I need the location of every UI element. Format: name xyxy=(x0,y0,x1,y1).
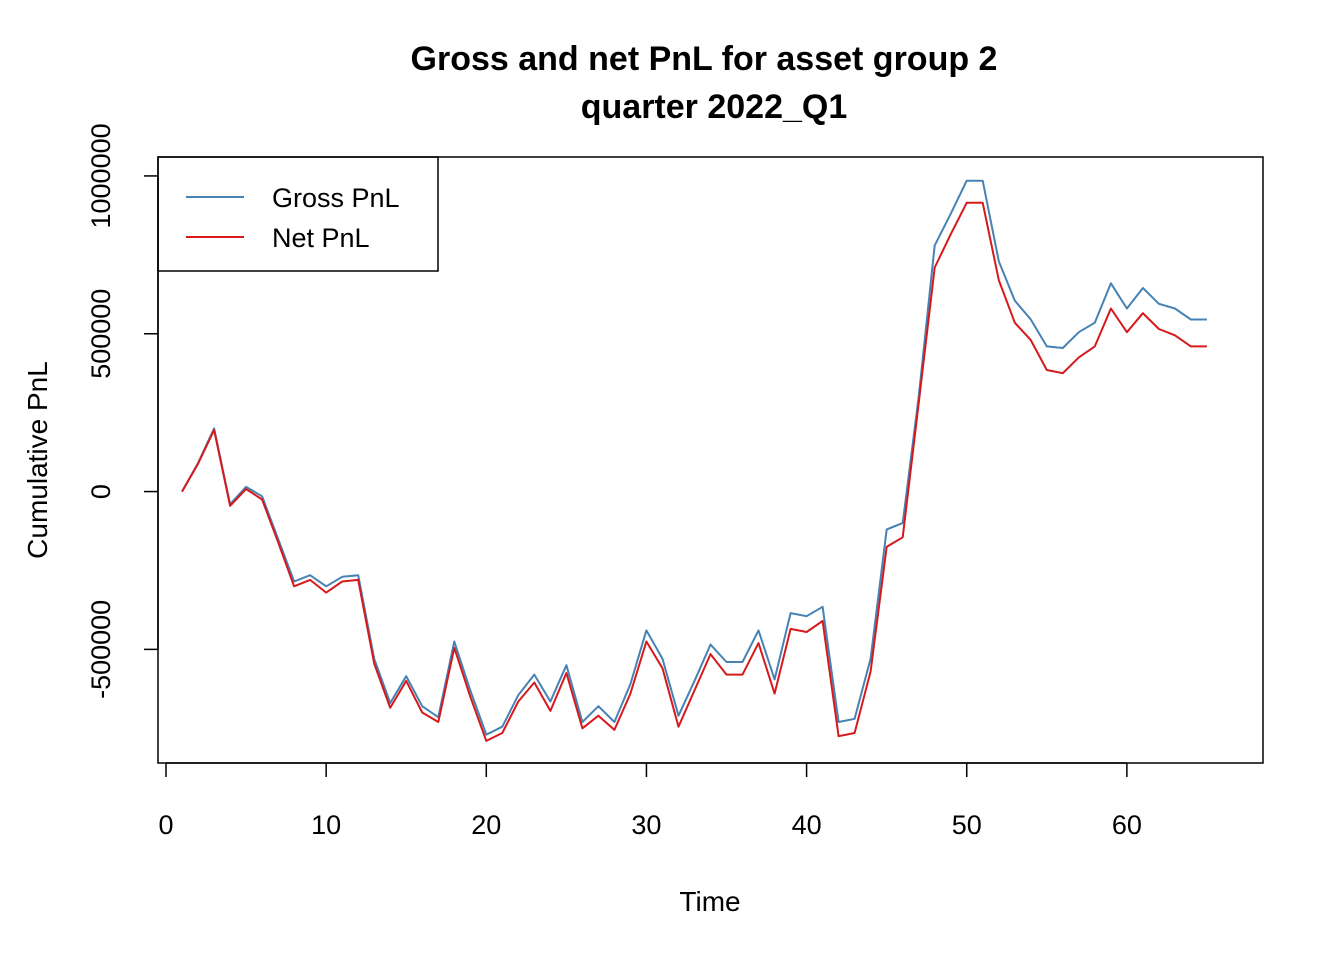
y-axis-label: Cumulative PnL xyxy=(22,361,53,559)
legend-label-net-pnl: Net PnL xyxy=(272,223,370,253)
chart-subtitle: quarter 2022_Q1 xyxy=(581,88,848,126)
x-tick-label: 30 xyxy=(631,810,661,840)
y-axis: -500000 0 500000 1000000 xyxy=(86,123,159,699)
legend-box xyxy=(157,156,439,272)
x-tick-label: 50 xyxy=(952,810,982,840)
y-tick-label: 1000000 xyxy=(86,123,116,228)
legend: Gross PnL Net PnL xyxy=(157,156,439,272)
x-tick-label: 60 xyxy=(1112,810,1142,840)
x-tick-label: 0 xyxy=(158,810,173,840)
series-line-gross-pnl xyxy=(181,179,1207,736)
x-tick-label: 10 xyxy=(311,810,341,840)
chart-title: Gross and net PnL for asset group 2 xyxy=(411,40,998,78)
y-tick-label: 500000 xyxy=(86,289,116,379)
series-layer xyxy=(181,179,1207,742)
x-axis-label: Time xyxy=(679,886,740,917)
x-tick-label: 40 xyxy=(792,810,822,840)
y-tick-label: -500000 xyxy=(86,600,116,699)
x-tick-label: 20 xyxy=(471,810,501,840)
series-line-net-pnl xyxy=(181,201,1207,742)
y-tick-label: 0 xyxy=(86,484,116,499)
x-axis: 0 10 20 30 40 50 60 xyxy=(158,762,1142,840)
legend-label-gross-pnl: Gross PnL xyxy=(272,183,400,213)
